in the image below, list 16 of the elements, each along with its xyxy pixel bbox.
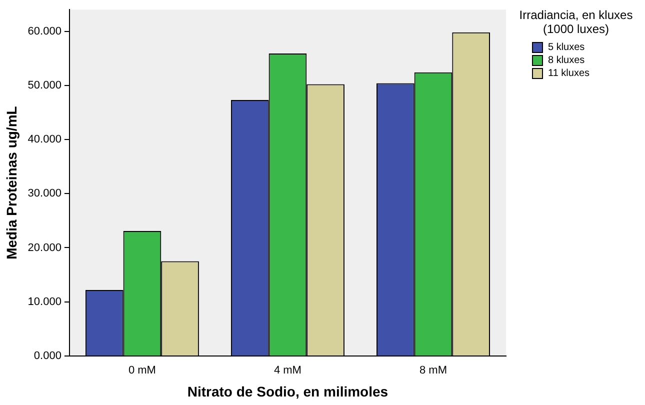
x-tick-label: 0 mM (128, 364, 156, 377)
y-axis-title: Media Proteinas ug/mL (3, 106, 20, 260)
y-tick-label: 10.000 (28, 296, 62, 308)
y-tick-label: 0.000 (34, 350, 62, 362)
y-tick-label: 50.000 (28, 79, 62, 92)
y-tick-label: 40.000 (28, 134, 62, 146)
legend-title: Irradiancia, en kluxes (1000 luxes) (518, 8, 634, 36)
legend-label: 8 kluxes (548, 55, 585, 66)
y-tick-label: 60.000 (28, 25, 62, 38)
y-tick-label: 20.000 (28, 242, 62, 254)
legend-label: 5 kluxes (548, 42, 585, 53)
x-tick-label: 4 mM (274, 364, 302, 377)
x-axis-title: Nitrato de Sodio, en milimoles (187, 383, 388, 400)
legend-label: 11 kluxes (548, 68, 590, 79)
y-tick-label: 30.000 (28, 188, 62, 200)
x-tick-label: 8 mM (419, 364, 447, 377)
